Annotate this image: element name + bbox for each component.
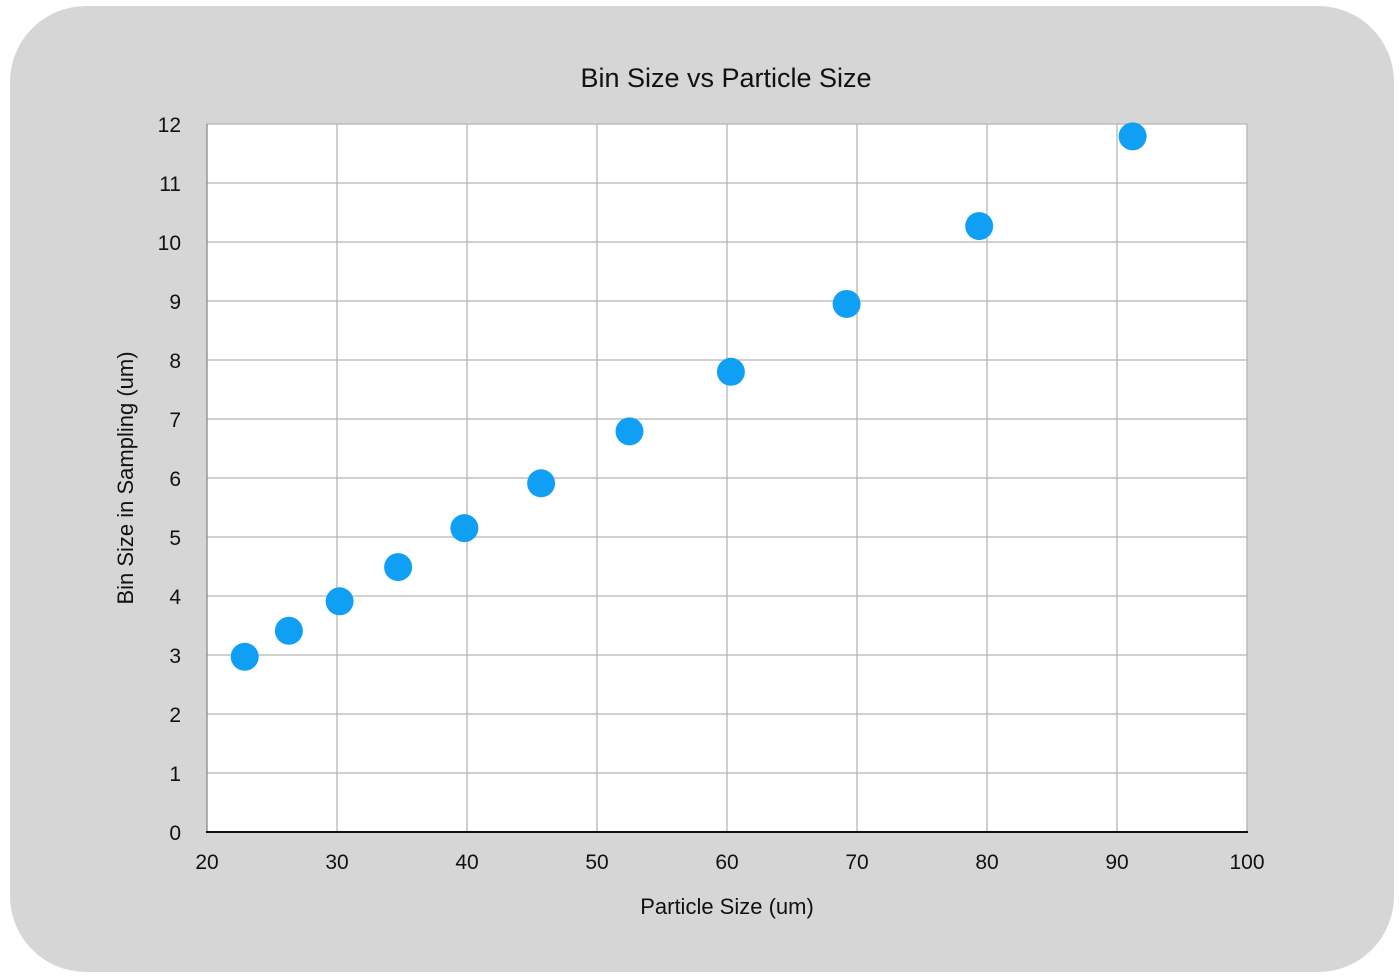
data-point [965, 212, 994, 241]
x-tick-label: 70 [845, 851, 868, 874]
x-tick-label: 50 [585, 851, 608, 874]
y-tick-label: 5 [169, 527, 181, 550]
x-tick-label: 80 [975, 851, 998, 874]
x-tick-label: 20 [195, 851, 218, 874]
y-tick-label: 2 [169, 704, 181, 727]
y-tick-label: 8 [169, 350, 181, 373]
y-tick-label: 10 [158, 232, 181, 255]
data-point [384, 553, 413, 582]
data-point [832, 289, 861, 318]
x-tick-label: 100 [1229, 851, 1264, 874]
data-point [230, 642, 259, 671]
x-tick-label: 30 [325, 851, 348, 874]
y-tick-label: 6 [169, 468, 181, 491]
gridlines [207, 123, 1248, 832]
data-point [527, 469, 556, 498]
axes [206, 124, 1248, 833]
x-tick-label: 90 [1105, 851, 1128, 874]
data-points [230, 122, 1147, 671]
y-tick-label: 4 [169, 586, 181, 609]
x-axis-label: Particle Size (um) [640, 894, 814, 919]
y-tick-label: 11 [159, 173, 181, 196]
data-point [450, 514, 479, 543]
y-tick-label: 1 [169, 763, 181, 786]
data-point [615, 417, 644, 446]
data-point [716, 357, 745, 386]
y-tick-label: 3 [169, 645, 181, 668]
data-point [325, 587, 354, 616]
data-point [1118, 122, 1147, 151]
x-tick-label: 40 [455, 851, 478, 874]
x-tick-label: 60 [715, 851, 738, 874]
chart-title: Bin Size vs Particle Size [580, 63, 871, 93]
y-tick-label: 7 [169, 409, 181, 432]
y-tick-label: 9 [169, 291, 181, 314]
y-tick-label: 12 [158, 114, 181, 137]
y-axis-label: Bin Size in Sampling (um) [113, 351, 138, 604]
data-point [274, 616, 303, 645]
y-tick-label: 0 [169, 822, 181, 845]
